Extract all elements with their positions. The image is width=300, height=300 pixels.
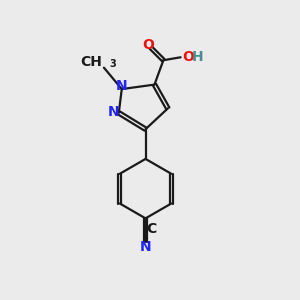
Text: H: H [192, 50, 204, 64]
Text: 3: 3 [109, 59, 116, 69]
Text: N: N [140, 241, 152, 254]
Text: N: N [116, 79, 127, 92]
Text: CH: CH [81, 55, 102, 69]
Text: N: N [108, 105, 119, 119]
Text: O: O [142, 38, 154, 52]
Text: O: O [182, 50, 194, 64]
Text: C: C [146, 222, 156, 236]
